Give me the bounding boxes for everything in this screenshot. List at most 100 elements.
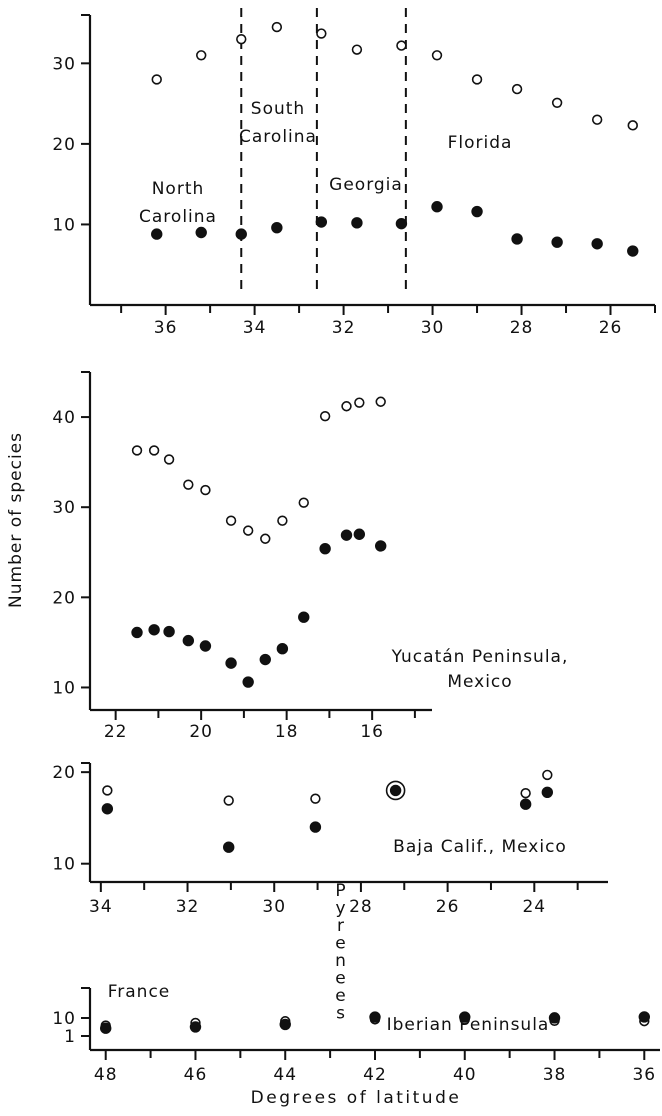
data-point-open	[242, 525, 254, 536]
region-label: Florida	[448, 133, 513, 153]
y-axis-label: Number of species	[6, 432, 26, 608]
data-point-filled	[519, 798, 532, 810]
data-point-open	[542, 769, 553, 781]
data-point-filled	[276, 643, 289, 655]
data-point-filled	[100, 1022, 112, 1034]
x-tick-label: 16	[360, 722, 384, 742]
data-point-filled	[298, 611, 310, 623]
data-point-filled	[148, 624, 160, 636]
data-point-filled	[315, 216, 328, 228]
data-point-open	[471, 74, 483, 85]
data-point-filled	[279, 1018, 291, 1031]
divider-label-letter: e	[335, 986, 346, 1006]
data-point-open	[310, 793, 321, 804]
panel-annotation: Baja Calif., Mexico	[393, 837, 567, 857]
x-tick-label: 22	[104, 722, 128, 742]
region-label: South	[251, 99, 305, 119]
data-point-filled	[340, 529, 353, 541]
region-label: North	[152, 179, 205, 199]
x-tick-label: 34	[89, 897, 113, 917]
data-point-open	[183, 479, 194, 490]
y-tick-label: 10	[52, 855, 76, 875]
x-tick-label: 32	[176, 897, 200, 917]
data-point-open	[271, 21, 283, 33]
x-axis-label: Degrees of latitude	[251, 1088, 462, 1108]
data-point-filled	[235, 228, 247, 240]
y-tick-label: 10	[52, 1009, 76, 1029]
data-point-open	[375, 396, 386, 407]
x-tick-label: 26	[599, 318, 623, 338]
data-point-open	[351, 44, 363, 55]
data-point-open	[316, 28, 327, 39]
data-point-filled	[101, 803, 114, 815]
data-point-filled	[375, 540, 387, 552]
x-tick-label: 44	[273, 1065, 297, 1085]
y-tick-label: 20	[52, 135, 76, 155]
data-point-open	[200, 484, 211, 496]
data-point-open	[298, 497, 309, 508]
x-tick-label: 32	[332, 318, 356, 338]
x-tick-label: 36	[154, 318, 178, 338]
x-tick-label: 28	[349, 897, 373, 917]
data-point-filled	[471, 205, 483, 218]
y-tick-label: 40	[52, 408, 76, 428]
y-tick-label: 10	[52, 678, 76, 698]
region-label: Carolina	[239, 127, 317, 147]
x-tick-label: 38	[543, 1065, 567, 1085]
data-point-filled	[638, 1011, 650, 1023]
panel-annotation: Mexico	[447, 672, 512, 692]
data-point-filled	[431, 201, 443, 213]
data-point-open	[196, 50, 207, 61]
data-point-open	[163, 454, 175, 465]
panel-2: 10 20 30 40 22 20 18 16 Yucatán Peninsula, Mexico	[52, 371, 567, 742]
x-tick-label: 36	[632, 1065, 656, 1085]
data-point-filled	[551, 236, 563, 248]
divider-label-letter: P	[335, 881, 346, 901]
data-point-open	[225, 515, 237, 526]
data-point-filled	[511, 233, 523, 245]
data-point-filled	[541, 786, 554, 798]
data-point-open	[396, 40, 407, 51]
data-point-filled	[395, 217, 408, 230]
x-tick-label: 20	[189, 722, 213, 742]
divider-label-letter: e	[335, 934, 346, 954]
data-point-filled	[225, 657, 237, 669]
x-tick-label: 34	[243, 318, 267, 338]
data-point-filled	[548, 1012, 561, 1024]
data-point-open	[277, 515, 288, 526]
y-tick-label: 10	[52, 215, 76, 235]
data-point-open	[131, 445, 143, 456]
data-point-open	[627, 120, 638, 131]
data-point-filled	[627, 245, 639, 257]
y-tick-label: 30	[52, 54, 76, 74]
x-tick-label: 30	[262, 897, 286, 917]
data-point-filled	[389, 784, 402, 797]
data-point-open	[148, 445, 160, 456]
data-point-filled	[131, 626, 143, 639]
data-point-filled	[195, 226, 207, 239]
data-point-open	[591, 114, 603, 125]
data-point-open	[236, 33, 247, 45]
data-point-open	[431, 50, 443, 61]
panel-1: 10 20 30 36 34 32 30 28 26 North Carolina South Caro…	[52, 8, 656, 338]
panel-3: 10 20 34 32 30 28 26 24 Baja Calif., Mexico	[52, 762, 608, 917]
data-point-open	[151, 74, 162, 85]
data-point-filled	[259, 653, 271, 666]
data-point-open	[223, 795, 234, 806]
divider-label-letter: y	[335, 899, 346, 919]
region-label: France	[108, 982, 171, 1002]
data-point-open	[354, 397, 365, 408]
data-point-filled	[223, 841, 235, 853]
panel-4: 110 48 46 44 42 40 38 36 France Iberian Peninsula…	[52, 881, 660, 1085]
x-tick-label: 30	[421, 318, 445, 338]
y-tick-label: 20	[52, 763, 76, 783]
data-point-filled	[353, 528, 366, 540]
data-point-open	[520, 788, 531, 799]
data-point-filled	[163, 625, 175, 638]
y-tick-label: 30	[52, 498, 76, 518]
x-tick-label: 18	[275, 722, 299, 742]
x-tick-label: 42	[363, 1065, 387, 1085]
x-tick-label: 24	[522, 897, 546, 917]
data-point-open	[102, 785, 113, 796]
